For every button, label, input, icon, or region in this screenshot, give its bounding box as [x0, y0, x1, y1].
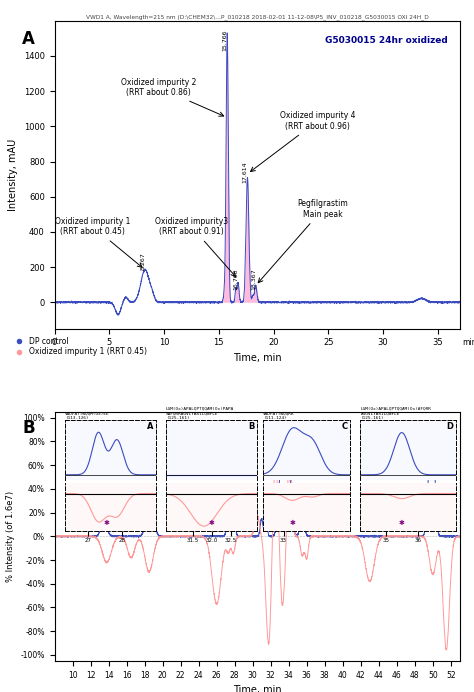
Text: G5030015 24hr oxidized: G5030015 24hr oxidized — [325, 36, 447, 45]
Text: 8.267: 8.267 — [140, 252, 145, 270]
Text: Oxidized impurity3
(RRT about 0.91): Oxidized impurity3 (RRT about 0.91) — [155, 217, 236, 277]
X-axis label: Time, min: Time, min — [233, 353, 282, 363]
Text: Oxidized impurity 2
(RRT about 0.86): Oxidized impurity 2 (RRT about 0.86) — [121, 78, 224, 116]
Text: min: min — [462, 338, 474, 347]
Text: Oxidized impurity 1
(RRT about 0.45): Oxidized impurity 1 (RRT about 0.45) — [55, 217, 142, 267]
Text: 17.614: 17.614 — [243, 161, 247, 183]
Text: 15.766: 15.766 — [222, 29, 228, 51]
Legend: DP control, Oxidized impurity 1 (RRT 0.45): DP control, Oxidized impurity 1 (RRT 0.4… — [9, 334, 150, 360]
X-axis label: Time, min: Time, min — [233, 685, 282, 692]
Title: VWD1 A, Wavelength=215 nm (D:\CHEM32\...P_010218 2018-02-01 11-12-08\P5_INV_0102: VWD1 A, Wavelength=215 nm (D:\CHEM32\...… — [86, 14, 428, 19]
Text: 16.760: 16.760 — [233, 268, 238, 290]
Text: A: A — [22, 30, 35, 48]
Text: B: B — [22, 419, 35, 437]
Y-axis label: % Intensity (of 1.6e7): % Intensity (of 1.6e7) — [6, 491, 15, 582]
Y-axis label: Intensity, mAU: Intensity, mAU — [8, 138, 18, 211]
Text: Oxidized impurity 4
(RRT about 0.96): Oxidized impurity 4 (RRT about 0.96) — [251, 111, 355, 172]
Text: Pegfilgrastim
Main peak: Pegfilgrastim Main peak — [258, 199, 348, 283]
Text: 18.367: 18.367 — [251, 268, 256, 290]
